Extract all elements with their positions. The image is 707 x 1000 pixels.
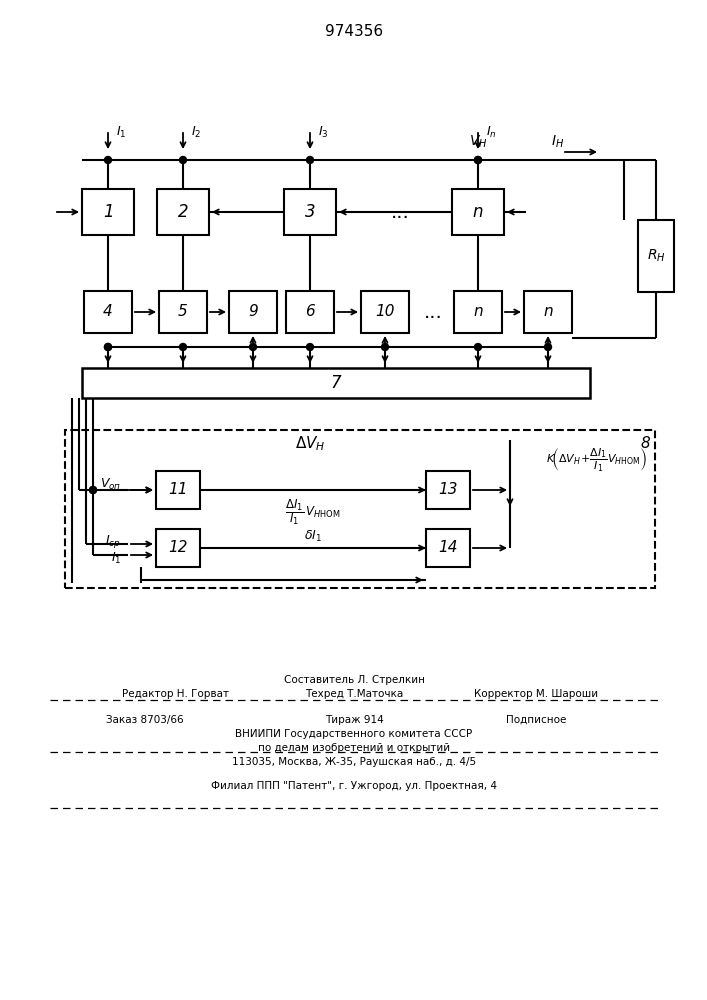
Circle shape	[307, 344, 313, 351]
Text: $I_n$: $I_n$	[486, 124, 496, 140]
Bar	[454, 291, 502, 333]
Bar	[284, 189, 336, 235]
Text: Техред Т.Маточка: Техред Т.Маточка	[305, 689, 403, 699]
Bar	[286, 291, 334, 333]
Bar	[638, 220, 674, 292]
Text: 6: 6	[305, 304, 315, 320]
Circle shape	[474, 344, 481, 351]
Text: Тираж 914: Тираж 914	[325, 715, 383, 725]
Text: 12: 12	[168, 540, 188, 556]
Text: $V_{оп}$: $V_{оп}$	[100, 476, 121, 492]
Text: ...: ...	[423, 302, 443, 322]
Circle shape	[474, 156, 481, 163]
Text: 7: 7	[331, 374, 341, 392]
Bar	[426, 529, 470, 567]
Bar	[157, 189, 209, 235]
Text: 2: 2	[177, 203, 188, 221]
Text: 974356: 974356	[325, 24, 383, 39]
Bar	[82, 368, 590, 398]
Circle shape	[105, 344, 112, 351]
Bar	[229, 291, 277, 333]
Text: 10: 10	[375, 304, 395, 320]
Bar	[82, 189, 134, 235]
Text: 9: 9	[248, 304, 258, 320]
Text: 8: 8	[640, 436, 650, 452]
Text: Заказ 8703/66: Заказ 8703/66	[106, 715, 184, 725]
Bar	[426, 471, 470, 509]
Text: 14: 14	[438, 540, 457, 556]
Text: $R_H$: $R_H$	[647, 248, 665, 264]
Text: $I_1$: $I_1$	[110, 550, 121, 566]
Circle shape	[90, 487, 96, 493]
Text: $I_1$: $I_1$	[116, 124, 127, 140]
Bar	[452, 189, 504, 235]
Circle shape	[474, 156, 481, 163]
Bar	[156, 529, 200, 567]
Circle shape	[544, 344, 551, 351]
Text: Филиал ППП "Патент", г. Ужгород, ул. Проектная, 4: Филиал ППП "Патент", г. Ужгород, ул. Про…	[211, 781, 497, 791]
Circle shape	[105, 156, 112, 163]
Text: $I_H$: $I_H$	[551, 134, 565, 150]
Bar	[156, 471, 200, 509]
Text: Составитель Л. Стрелкин: Составитель Л. Стрелкин	[284, 675, 424, 685]
Bar	[361, 291, 409, 333]
Text: n: n	[543, 304, 553, 320]
Text: 113035, Москва, Ж-35, Раушская наб., д. 4/5: 113035, Москва, Ж-35, Раушская наб., д. …	[232, 757, 476, 767]
Text: по делам изобретений и открытий: по делам изобретений и открытий	[258, 743, 450, 753]
Text: ...: ...	[391, 202, 409, 222]
Text: 4: 4	[103, 304, 113, 320]
Text: $K\!\left(\Delta V_H\!+\!\dfrac{\Delta I_1}{I_1}V_{H\text{НОМ}}\right)$: $K\!\left(\Delta V_H\!+\!\dfrac{\Delta I…	[546, 446, 647, 474]
Text: $\Delta V_H$: $\Delta V_H$	[295, 435, 325, 453]
Text: n: n	[473, 304, 483, 320]
Text: 11: 11	[168, 483, 188, 497]
Text: 1: 1	[103, 203, 113, 221]
Circle shape	[90, 487, 96, 493]
Text: Корректор М. Шароши: Корректор М. Шароши	[474, 689, 598, 699]
Circle shape	[307, 156, 313, 163]
Bar	[524, 291, 572, 333]
Text: $\dfrac{\Delta I_1}{I_1}\,V_{H\text{НОМ}}$: $\dfrac{\Delta I_1}{I_1}\,V_{H\text{НОМ}…	[285, 497, 341, 527]
Text: n: n	[473, 203, 484, 221]
Circle shape	[105, 344, 112, 351]
Text: 5: 5	[178, 304, 188, 320]
Bar	[159, 291, 207, 333]
Text: $\delta I_1$: $\delta I_1$	[304, 528, 322, 544]
Text: $I_2$: $I_2$	[191, 124, 201, 140]
Text: ВНИИПИ Государственного комитета СССР: ВНИИПИ Государственного комитета СССР	[235, 729, 472, 739]
Text: 3: 3	[305, 203, 315, 221]
Text: $I_3$: $I_3$	[318, 124, 329, 140]
Bar	[65, 430, 655, 588]
Text: $V_H$: $V_H$	[469, 134, 487, 150]
Bar	[84, 291, 132, 333]
Circle shape	[382, 344, 389, 351]
Text: Подписное: Подписное	[506, 715, 566, 725]
Circle shape	[180, 156, 187, 163]
Circle shape	[250, 344, 257, 351]
Circle shape	[180, 344, 187, 351]
Text: $I_{ср}$: $I_{ср}$	[105, 532, 121, 550]
Text: 13: 13	[438, 483, 457, 497]
Text: Редактор Н. Горват: Редактор Н. Горват	[122, 689, 228, 699]
